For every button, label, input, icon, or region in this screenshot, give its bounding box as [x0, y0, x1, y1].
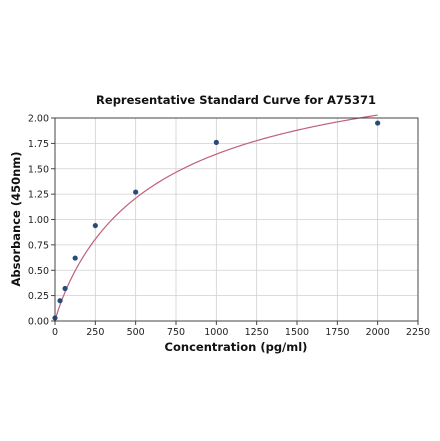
y-tick-label: 0.50 — [28, 266, 49, 277]
y-tick-label: 1.00 — [28, 215, 49, 226]
data-point — [133, 189, 139, 195]
y-tick-label: 0.00 — [28, 317, 49, 328]
data-point — [62, 285, 68, 292]
fit-curve — [54, 114, 378, 322]
x-axis-label: Concentration (pg/ml) — [165, 340, 308, 354]
chart-title: Representative Standard Curve for A75371 — [96, 93, 376, 107]
x-tick-label: 750 — [167, 327, 185, 338]
y-tick-label: 1.50 — [28, 164, 49, 175]
x-tick-label: 1750 — [325, 327, 349, 338]
y-tick-label: 0.75 — [28, 240, 49, 251]
y-axis-ticks: 0.00 0.25 0.50 0.75 1.00 1.25 1.50 1.75 2.00 — [28, 114, 55, 328]
x-tick-label: 2250 — [406, 327, 430, 338]
x-tick-label: 1500 — [285, 327, 309, 338]
y-axis-label: Absorbance (450nm) — [9, 151, 23, 286]
y-tick-label: 1.75 — [28, 139, 49, 150]
x-tick-label: 1000 — [204, 327, 228, 338]
x-tick-label: 0 — [52, 327, 58, 338]
y-tick-label: 1.25 — [28, 190, 49, 201]
x-tick-label: 1250 — [245, 327, 269, 338]
data-point — [72, 255, 78, 261]
x-tick-label: 500 — [127, 327, 145, 338]
data-point — [213, 139, 219, 145]
x-axis-ticks: 0 250 500 750 1000 1250 1500 1750 2000 2250 — [52, 321, 430, 338]
x-tick-label: 2000 — [366, 327, 390, 338]
data-point — [57, 298, 63, 304]
y-tick-label: 2.00 — [28, 114, 49, 125]
grid — [54, 117, 419, 322]
x-tick-label: 250 — [86, 327, 104, 338]
data-point — [92, 222, 98, 229]
y-tick-label: 0.25 — [28, 291, 49, 302]
data-point — [375, 120, 381, 126]
fit-curve-layer — [54, 114, 378, 322]
